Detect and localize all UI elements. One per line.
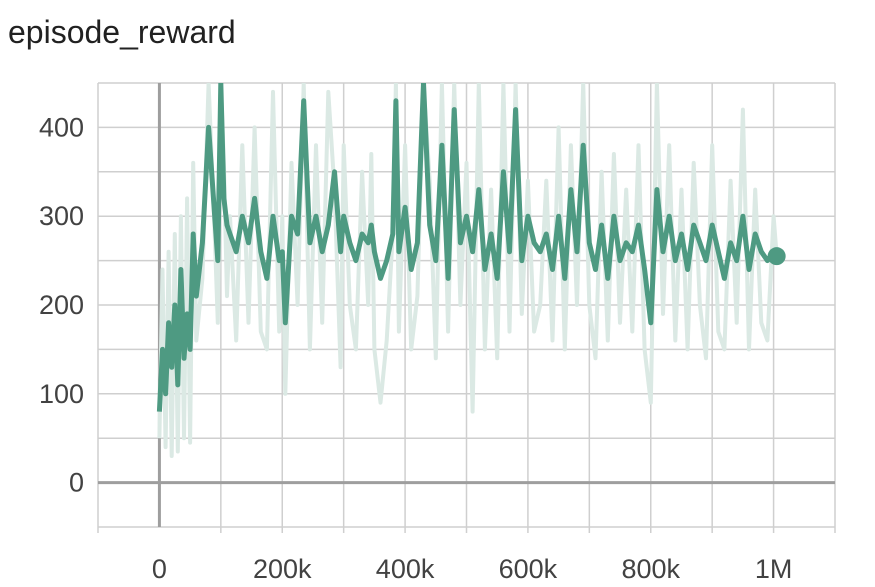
- x-tick-label: 200k: [253, 554, 312, 584]
- series-layer: [156, 83, 779, 458]
- series-end-marker: [767, 247, 786, 266]
- x-tick-label: 600k: [499, 554, 558, 584]
- raw-series-line: [157, 83, 779, 458]
- y-tick-label: 200: [39, 290, 84, 320]
- y-tick-label: 0: [69, 468, 84, 498]
- chart-title: episode_reward: [8, 14, 236, 50]
- x-tick-label: 400k: [376, 554, 435, 584]
- tick-labels: 0 100 200 300 400 0 200k 400k 600k 800k 1M: [39, 112, 792, 584]
- smoothed-series-line: [156, 83, 779, 412]
- x-tick-label: 1M: [755, 554, 793, 584]
- x-tick-label: 0: [152, 554, 167, 584]
- y-tick-label: 300: [39, 201, 84, 231]
- y-tick-label: 100: [39, 379, 84, 409]
- y-tick-label: 400: [39, 112, 84, 142]
- x-tick-label: 800k: [621, 554, 680, 584]
- axes: [98, 83, 835, 527]
